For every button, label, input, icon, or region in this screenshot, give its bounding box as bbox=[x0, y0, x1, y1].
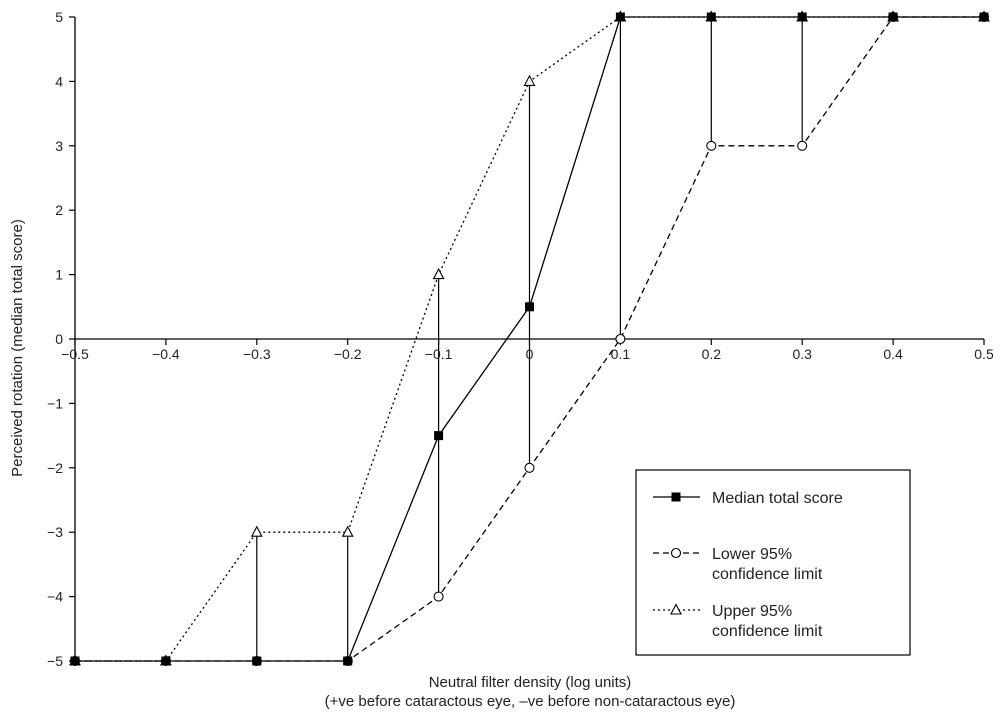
x-tick-label: 0.3 bbox=[792, 346, 812, 362]
y-axis-title: Perceived rotation (median total score) bbox=[9, 219, 26, 477]
x-tick-label: 0.1 bbox=[611, 346, 631, 362]
median-series-point bbox=[434, 431, 444, 441]
legend-marker-lower-limit-series bbox=[670, 547, 682, 559]
axes: −5 −4 −3 −2 −1 0 1 2 3 4 5 −0.5 −0.4 −0.3 −0.2 −0.1 0 0.1… bbox=[47, 9, 994, 669]
lower-limit-series-point bbox=[433, 591, 444, 602]
lower-limit-series-point bbox=[615, 333, 626, 345]
legend-marker-median-series bbox=[671, 492, 681, 502]
median-series-point bbox=[525, 302, 534, 312]
median-series-point bbox=[797, 12, 807, 22]
legend-marker-upper-limit-series bbox=[670, 603, 682, 615]
y-tick-label: 3 bbox=[55, 138, 63, 154]
median-series-point bbox=[70, 656, 80, 666]
lower-limit-series-point bbox=[706, 140, 717, 151]
upper-limit-series-point bbox=[432, 267, 445, 280]
upper-limit-series-point bbox=[523, 74, 536, 86]
median-series-point bbox=[343, 656, 353, 666]
legend-label: Lower 95% bbox=[712, 546, 792, 563]
x-tick-label: −0.1 bbox=[425, 346, 453, 362]
legend-box bbox=[635, 469, 911, 656]
y-tick-label: 2 bbox=[55, 202, 63, 218]
y-tick-label: −2 bbox=[47, 460, 63, 476]
upper-limit-series-point bbox=[341, 525, 354, 537]
legend-label: confidence limit bbox=[712, 623, 823, 640]
x-axis-subtitle: (+ve before cataractous eye, –ve before … bbox=[325, 693, 736, 710]
x-tick-label: 0 bbox=[526, 346, 534, 362]
x-tick-label: 0.5 bbox=[974, 346, 994, 362]
y-tick-label: −5 bbox=[47, 653, 63, 669]
x-tick-label: −0.4 bbox=[152, 346, 180, 362]
lower-limit-series-point bbox=[524, 462, 535, 473]
x-axis-title: Neutral filter density (log units) bbox=[429, 674, 632, 691]
series-markers bbox=[69, 10, 990, 667]
x-tick-label: −0.2 bbox=[334, 346, 362, 362]
legend: Median total score Lower 95% confidence li… bbox=[635, 469, 911, 656]
median-series-point bbox=[979, 12, 989, 22]
y-tick-label: 0 bbox=[55, 331, 63, 347]
median-series-point bbox=[706, 12, 716, 22]
x-tick-label: 0.2 bbox=[702, 346, 722, 362]
y-tick-label: −1 bbox=[47, 395, 63, 411]
y-tick-label: −4 bbox=[47, 589, 63, 605]
median-series-point bbox=[161, 656, 171, 666]
x-tick-label: −0.3 bbox=[243, 346, 271, 362]
median-series-point bbox=[252, 656, 262, 666]
y-tick-label: 5 bbox=[55, 9, 63, 25]
y-tick-label: −3 bbox=[47, 524, 63, 540]
lower-limit-series-point bbox=[797, 140, 808, 151]
legend-label: Median total score bbox=[712, 490, 843, 507]
x-tick-label: −0.5 bbox=[61, 346, 89, 362]
y-tick-label: 1 bbox=[55, 267, 63, 283]
legend-label: Upper 95% bbox=[712, 603, 792, 620]
x-tick-label: 0.4 bbox=[883, 346, 903, 362]
median-series-point bbox=[615, 12, 625, 22]
legend-label: confidence limit bbox=[712, 566, 823, 583]
upper-limit-series-point bbox=[250, 525, 263, 537]
y-tick-label: 4 bbox=[55, 73, 63, 89]
median-series-point bbox=[888, 12, 898, 22]
